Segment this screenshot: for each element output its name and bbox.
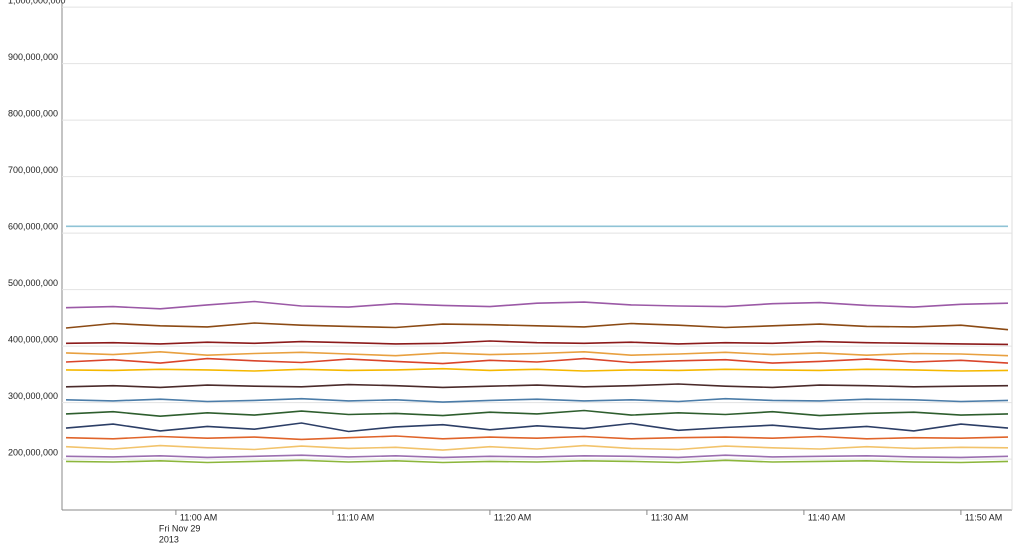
y-tick-label: 800,000,000 <box>8 108 58 118</box>
series-line <box>65 444 1009 451</box>
series-line <box>65 350 1009 357</box>
x-date-label: 2013 <box>159 534 179 543</box>
series-line <box>65 454 1009 459</box>
y-tick-label: 600,000,000 <box>8 221 58 231</box>
y-tick-label: 200,000,000 <box>8 448 58 458</box>
x-tick-label: 11:10 AM <box>337 512 374 522</box>
x-tick-label: 11:50 AM <box>965 512 1002 522</box>
series-line <box>65 397 1009 403</box>
series-line <box>65 322 1009 331</box>
x-tick-label: 11:20 AM <box>494 512 531 522</box>
series-line <box>65 367 1009 372</box>
series-line <box>65 435 1009 441</box>
y-tick-label: 700,000,000 <box>8 165 58 175</box>
y-tick-label: 300,000,000 <box>8 391 58 401</box>
x-tick-label: 11:30 AM <box>651 512 688 522</box>
series-line <box>65 300 1009 310</box>
x-tick-label: 11:40 AM <box>808 512 845 522</box>
y-tick-label: 1,000,000,000 <box>8 0 66 5</box>
x-date-label: Fri Nov 29 <box>159 523 201 533</box>
series-line <box>65 422 1009 433</box>
y-tick-label: 400,000,000 <box>8 335 58 345</box>
y-tick-label: 500,000,000 <box>8 278 58 288</box>
series-line <box>65 459 1009 464</box>
x-tick-label: 11:00 AM <box>180 512 217 522</box>
series-line <box>65 409 1009 418</box>
series-line <box>65 340 1009 346</box>
series-line <box>65 383 1009 389</box>
series-line <box>65 357 1009 365</box>
y-tick-label: 900,000,000 <box>8 52 58 62</box>
